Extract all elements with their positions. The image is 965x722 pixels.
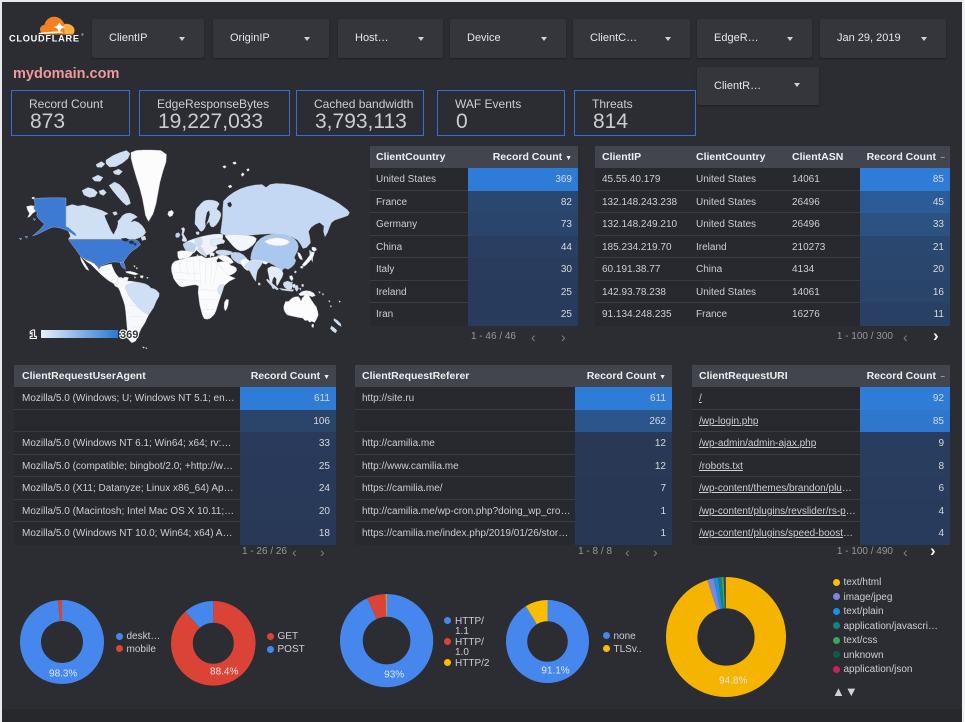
svg-text:®: ® <box>81 32 84 37</box>
svg-text:CLOUDFLARE: CLOUDFLARE <box>9 34 80 44</box>
svg-text:1: 1 <box>30 329 36 341</box>
svg-text:369: 369 <box>120 329 138 341</box>
